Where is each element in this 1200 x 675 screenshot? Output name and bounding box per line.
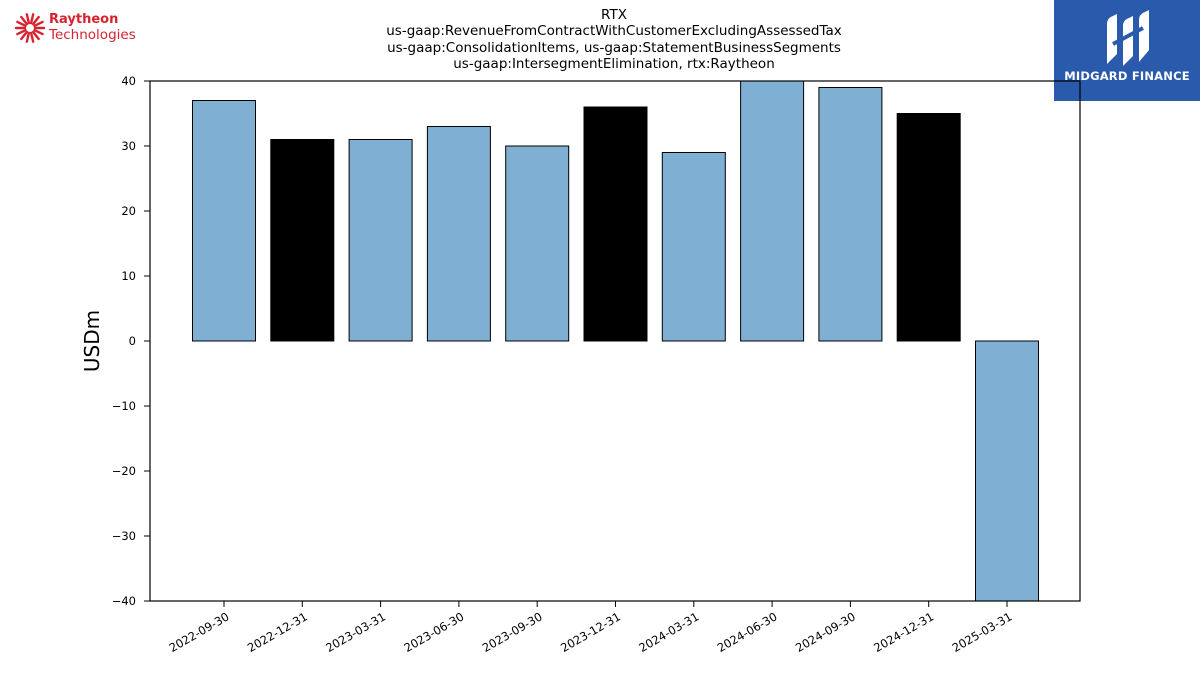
y-tick-label: 0 bbox=[129, 334, 136, 348]
bar-2025-03-31 bbox=[975, 340, 1039, 602]
logo-ray bbox=[16, 28, 27, 36]
x-tick-label: 2023-09-30 bbox=[480, 609, 545, 655]
midgard-finance-logo: MIDGARD FINANCE bbox=[1054, 0, 1200, 101]
bar-2022-09-30 bbox=[192, 100, 256, 342]
sunburst-logo-icon bbox=[14, 13, 46, 43]
logo-ray bbox=[20, 15, 29, 26]
logo-ray bbox=[33, 28, 44, 36]
x-tick-label: 2023-03-31 bbox=[323, 609, 388, 655]
bar-2023-12-31 bbox=[583, 106, 648, 342]
x-tick-label: 2024-09-30 bbox=[793, 609, 858, 655]
title-line-2: us-gaap:RevenueFromContractWithCustomerE… bbox=[386, 23, 842, 40]
logo-line-1: Raytheon bbox=[49, 12, 119, 27]
logo-ray bbox=[20, 30, 29, 41]
midgard-monogram-icon bbox=[1107, 10, 1149, 66]
y-tick-label: 40 bbox=[121, 74, 136, 88]
x-tick-label: 2025-03-31 bbox=[950, 609, 1015, 655]
x-tick-label: 2022-12-31 bbox=[245, 609, 310, 655]
logo-ray bbox=[16, 20, 27, 28]
logo-ray bbox=[25, 13, 31, 25]
bar-2022-12-31 bbox=[270, 139, 335, 342]
chart-title: RTX us-gaap:RevenueFromContractWithCusto… bbox=[364, 7, 864, 72]
y-tick-label: −10 bbox=[112, 399, 136, 413]
y-axis-label: USDm bbox=[80, 310, 104, 372]
logo-ray bbox=[29, 13, 35, 25]
y-tick-label: 20 bbox=[121, 204, 136, 218]
logo-ray bbox=[33, 20, 44, 28]
x-tick-label: 2023-06-30 bbox=[402, 609, 467, 655]
bar-2024-06-30 bbox=[740, 80, 805, 342]
y-tick-label: −40 bbox=[112, 594, 136, 608]
y-tick-label: 10 bbox=[121, 269, 136, 283]
logo-ray bbox=[25, 31, 31, 43]
x-tick-label: 2024-03-31 bbox=[636, 609, 701, 655]
bar-2024-12-31 bbox=[896, 113, 961, 342]
title-line-1: RTX bbox=[601, 7, 627, 23]
x-tick-label: 2023-12-31 bbox=[558, 609, 623, 655]
x-tick-label: 2024-12-31 bbox=[871, 609, 936, 655]
logo-ray bbox=[29, 31, 35, 43]
bar-2023-09-30 bbox=[505, 145, 570, 342]
title-line-4: us-gaap:IntersegmentElimination, rtx:Ray… bbox=[453, 55, 775, 72]
y-tick-label: −30 bbox=[112, 529, 136, 543]
y-tick-label: 30 bbox=[121, 139, 136, 153]
x-tick-label: 2024-06-30 bbox=[715, 609, 780, 655]
x-tick-label: 2022-09-30 bbox=[167, 609, 232, 655]
bar-2024-09-30 bbox=[818, 87, 883, 342]
bar-2023-06-30 bbox=[426, 126, 491, 342]
bar-2023-03-31 bbox=[348, 139, 413, 342]
raytheon-logo: Raytheon Technologies bbox=[14, 10, 154, 46]
logo-ray bbox=[31, 15, 40, 26]
y-tick-label: −20 bbox=[112, 464, 136, 478]
logo-line-2: Technologies bbox=[49, 27, 136, 43]
title-line-3: us-gaap:ConsolidationItems, us-gaap:Stat… bbox=[387, 39, 841, 56]
logo-ray bbox=[31, 30, 40, 41]
bar-2024-03-31 bbox=[661, 152, 726, 342]
midgard-finance-text: MIDGARD FINANCE bbox=[1064, 69, 1190, 83]
